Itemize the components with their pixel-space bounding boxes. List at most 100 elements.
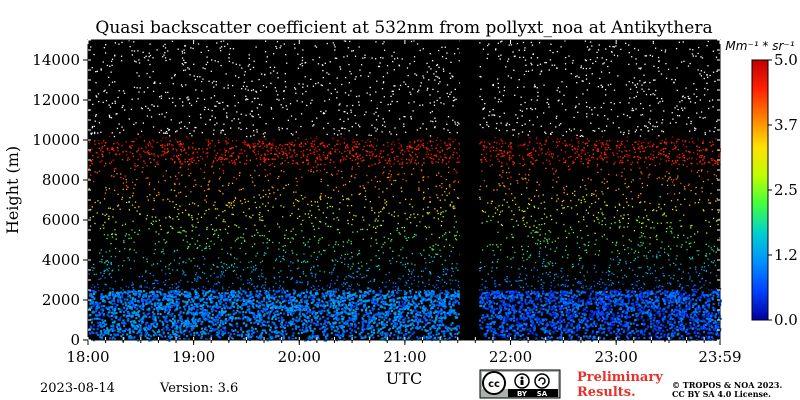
backscatter-point	[573, 303, 576, 306]
backscatter-point	[171, 321, 174, 324]
backscatter-point	[594, 300, 597, 303]
backscatter-point	[131, 326, 134, 329]
backscatter-point	[480, 304, 483, 307]
backscatter-point	[119, 328, 122, 331]
backscatter-point	[692, 318, 695, 321]
backscatter-point	[291, 309, 294, 312]
backscatter-point	[135, 313, 138, 316]
backscatter-point	[130, 336, 133, 339]
backscatter-point	[295, 325, 298, 328]
backscatter-point	[320, 312, 323, 315]
backscatter-point	[541, 336, 544, 339]
backscatter-point	[520, 317, 523, 320]
backscatter-point	[297, 325, 300, 328]
backscatter-point	[189, 295, 192, 298]
backscatter-point	[647, 314, 650, 317]
backscatter-point	[184, 338, 187, 341]
backscatter-point	[609, 302, 612, 305]
backscatter-point	[140, 297, 143, 300]
backscatter-point	[647, 318, 650, 321]
backscatter-point	[117, 330, 120, 333]
backscatter-point	[383, 294, 386, 297]
backscatter-point	[411, 298, 414, 301]
backscatter-point	[191, 318, 194, 321]
backscatter-point	[177, 303, 180, 306]
backscatter-point	[348, 308, 351, 311]
backscatter-point	[431, 307, 434, 310]
backscatter-point	[486, 331, 489, 334]
backscatter-point	[282, 326, 285, 329]
backscatter-point	[450, 306, 453, 309]
backscatter-point	[289, 320, 292, 323]
backscatter-point	[271, 309, 274, 312]
backscatter-point	[305, 324, 308, 327]
backscatter-point	[411, 319, 414, 322]
backscatter-point	[105, 327, 108, 330]
backscatter-point	[396, 316, 399, 319]
backscatter-point	[692, 321, 695, 324]
backscatter-point	[377, 329, 380, 332]
backscatter-point	[626, 336, 629, 339]
backscatter-point	[262, 314, 265, 317]
backscatter-point	[307, 310, 310, 313]
backscatter-point	[563, 293, 566, 296]
backscatter-point	[363, 291, 366, 294]
backscatter-point	[168, 305, 171, 308]
backscatter-point	[586, 319, 589, 322]
backscatter-point	[601, 298, 604, 301]
backscatter-point	[640, 310, 643, 313]
backscatter-point	[559, 307, 562, 310]
backscatter-point	[582, 302, 585, 305]
backscatter-point	[502, 318, 505, 321]
backscatter-point	[557, 296, 560, 299]
backscatter-point	[647, 291, 650, 294]
backscatter-point	[350, 297, 353, 300]
backscatter-point	[291, 334, 294, 337]
backscatter-point	[536, 316, 539, 319]
backscatter-point	[127, 317, 130, 320]
backscatter-point	[136, 332, 139, 335]
backscatter-point	[504, 330, 507, 333]
backscatter-point	[538, 317, 541, 320]
backscatter-point	[279, 322, 282, 325]
backscatter-point	[317, 303, 320, 306]
backscatter-point	[711, 318, 714, 321]
backscatter-point	[218, 299, 221, 302]
backscatter-point	[361, 320, 364, 323]
backscatter-point	[271, 308, 274, 311]
backscatter-point	[541, 328, 544, 331]
backscatter-point	[652, 319, 655, 322]
backscatter-point	[424, 306, 427, 309]
backscatter-point	[210, 293, 213, 296]
backscatter-point	[401, 300, 404, 303]
backscatter-point	[288, 311, 291, 314]
backscatter-point	[579, 304, 582, 307]
backscatter-point	[561, 312, 564, 315]
backscatter-point	[177, 291, 180, 294]
backscatter-point	[569, 328, 572, 331]
backscatter-point	[588, 336, 591, 339]
backscatter-point	[389, 327, 392, 330]
backscatter-point	[636, 296, 639, 299]
backscatter-point	[253, 317, 256, 320]
backscatter-point	[500, 330, 503, 333]
backscatter-point	[364, 336, 367, 339]
backscatter-point	[338, 325, 341, 328]
backscatter-point	[326, 313, 329, 316]
backscatter-point	[625, 314, 628, 317]
backscatter-point	[148, 312, 151, 315]
backscatter-point	[312, 310, 315, 313]
backscatter-point	[384, 307, 387, 310]
backscatter-point	[686, 295, 689, 298]
backscatter-point	[177, 319, 180, 322]
backscatter-point	[117, 301, 120, 304]
backscatter-point	[133, 290, 136, 293]
backscatter-point	[299, 311, 302, 314]
backscatter-point	[682, 325, 685, 328]
backscatter-point	[508, 318, 511, 321]
backscatter-point	[376, 313, 379, 316]
backscatter-point	[248, 335, 251, 338]
backscatter-point	[627, 328, 630, 331]
backscatter-point	[254, 321, 257, 324]
backscatter-point	[680, 295, 683, 298]
